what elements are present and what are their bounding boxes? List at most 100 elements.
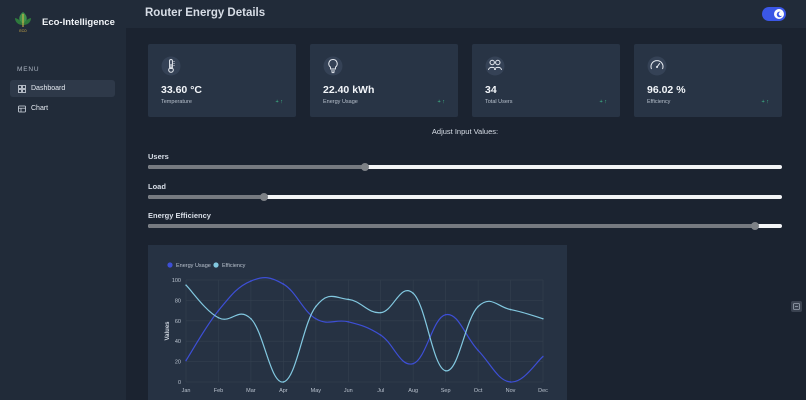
data-point <box>282 381 285 383</box>
x-tick-label: Feb <box>214 388 223 394</box>
data-point <box>477 305 479 308</box>
line-chart: 0 20 40 60 80 100 Jan Feb Mar Apr May Jun Jul Aug Sep O… <box>165 262 548 394</box>
menu-heading: MENU <box>17 66 40 73</box>
table-icon <box>18 105 26 112</box>
data-point <box>347 298 350 301</box>
svg-text:ECO: ECO <box>19 29 27 33</box>
data-point <box>509 381 512 383</box>
sidebar-item-chart[interactable]: Chart <box>10 100 115 117</box>
adjust-title: Adjust Input Values: <box>431 127 499 136</box>
users-slider[interactable] <box>148 163 782 171</box>
x-tick-label: Jul <box>377 388 384 394</box>
stat-label: Total Users <box>485 99 513 105</box>
series-line-efficiency <box>185 284 544 383</box>
stat-card-total-users: 34 Total Users + ↑ <box>472 44 620 117</box>
sidebar-item-label: Dashboard <box>31 85 66 92</box>
slider-fill <box>148 195 265 199</box>
data-point <box>217 316 220 319</box>
legend-marker <box>167 262 173 268</box>
data-point <box>379 311 382 314</box>
data-point <box>250 280 252 282</box>
panel-icon <box>793 303 800 310</box>
legend-label: Energy Usage <box>176 263 211 269</box>
slider-label-energy-efficiency: Energy Efficiency <box>148 211 211 220</box>
x-tick-label: Jun <box>344 388 353 394</box>
trend-up-indicator: + ↑ <box>437 99 446 105</box>
data-point <box>314 305 317 308</box>
data-point <box>185 284 187 286</box>
data-point <box>412 362 415 365</box>
y-tick-label: 80 <box>175 298 181 304</box>
stat-card-energy-usage: 22.40 kWh Energy Usage + ↑ <box>310 44 458 117</box>
stat-label: Temperature <box>161 99 192 105</box>
moon-icon <box>776 11 782 17</box>
slider-thumb[interactable] <box>361 163 370 171</box>
data-point <box>185 359 187 362</box>
stat-card-efficiency: 96.02 % Efficiency + ↑ <box>634 44 782 117</box>
gauge-icon <box>647 56 667 76</box>
data-point <box>542 355 544 358</box>
energy-efficiency-slider[interactable] <box>148 222 782 230</box>
sidebar-item-label: Chart <box>31 105 49 112</box>
x-tick-label: May <box>311 388 322 394</box>
data-point <box>314 317 317 320</box>
sidebar: ECO Eco-Intelligence MENU Dashboard Char… <box>0 0 126 400</box>
stat-value: 34 <box>485 84 497 96</box>
app-name: Eco-Intelligence <box>42 16 115 28</box>
trend-up-indicator: + ↑ <box>761 99 770 105</box>
data-point <box>250 317 252 320</box>
slider-thumb[interactable] <box>260 193 269 201</box>
header: Router Energy Details <box>126 0 806 28</box>
load-slider[interactable] <box>148 193 782 201</box>
x-tick-label: Apr <box>279 388 288 394</box>
data-point <box>542 317 544 320</box>
x-tick-label: Aug <box>408 388 418 394</box>
stat-card-temperature: 33.60 °C Temperature + ↑ <box>148 44 296 117</box>
data-point <box>444 369 447 372</box>
y-tick-label: 60 <box>175 319 181 325</box>
stat-value: 96.02 % <box>647 84 686 96</box>
side-panel-button[interactable] <box>791 301 802 312</box>
y-tick-label: 20 <box>175 360 181 366</box>
line-chart-card: 0 20 40 60 80 100 Jan Feb Mar Apr May Jun Jul Aug Sep O… <box>148 245 567 400</box>
slider-label-users: Users <box>148 152 169 161</box>
data-point <box>412 292 415 295</box>
trend-up-indicator: + ↑ <box>599 99 608 105</box>
slider-label-load: Load <box>148 182 166 191</box>
page-title: Router Energy Details <box>145 7 266 19</box>
stat-value: 33.60 °C <box>161 84 202 96</box>
y-tick-label: 40 <box>175 339 181 345</box>
brand[interactable]: ECO Eco-Intelligence <box>12 10 115 34</box>
trend-up-indicator: + ↑ <box>275 99 284 105</box>
x-tick-label: Oct <box>474 388 483 394</box>
stat-label: Energy Usage <box>323 99 358 105</box>
data-point <box>217 309 220 312</box>
stat-label: Efficiency <box>647 99 671 105</box>
data-point <box>282 283 285 285</box>
lightbulb-icon <box>323 56 343 76</box>
data-point <box>444 313 447 316</box>
data-point <box>477 349 479 352</box>
x-tick-label: Nov <box>506 388 516 394</box>
users-icon <box>485 56 505 76</box>
legend-marker <box>213 262 219 268</box>
x-tick-label: Sep <box>441 388 451 394</box>
x-tick-label: Dec <box>538 388 548 394</box>
legend-label: Efficiency <box>222 263 246 269</box>
y-tick-label: 100 <box>172 278 181 284</box>
slider-thumb[interactable] <box>750 222 759 230</box>
slider-fill <box>148 165 366 169</box>
sidebar-item-dashboard[interactable]: Dashboard <box>10 80 115 97</box>
y-tick-label: 0 <box>178 380 181 386</box>
stat-value: 22.40 kWh <box>323 84 375 96</box>
x-tick-label: Mar <box>246 388 256 394</box>
x-tick-label: Jan <box>182 388 191 394</box>
slider-fill <box>148 224 755 228</box>
toggle-knob <box>774 9 784 19</box>
thermometer-icon <box>161 56 181 76</box>
theme-toggle[interactable] <box>762 7 786 21</box>
data-point <box>509 308 512 311</box>
logo-icon: ECO <box>15 12 31 33</box>
y-axis-label: Values <box>165 321 171 341</box>
grid-icon <box>18 84 26 93</box>
